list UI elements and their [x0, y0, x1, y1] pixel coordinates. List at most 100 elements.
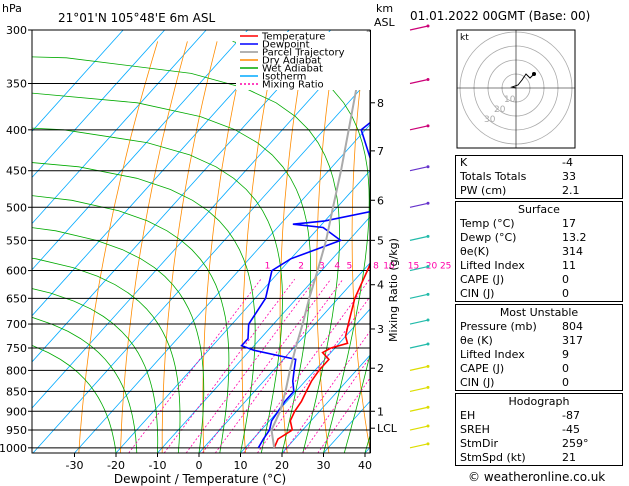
isotherm-line: [198, 262, 370, 453]
mixing-ratio-label: 25: [440, 262, 451, 272]
wind-barb-dot: [426, 405, 430, 409]
indices-row: K -4: [456, 156, 622, 170]
wet-adiabat-line: [232, 41, 370, 453]
wet-adiabat-line: [0, 221, 180, 453]
indices-value: -4: [562, 156, 573, 169]
y-tick-label: 450: [6, 165, 27, 178]
hodograph-stat-row: SREH -45: [456, 423, 622, 437]
surface-value: 13.2: [562, 231, 587, 244]
wind-barb-dot: [426, 385, 430, 389]
hodograph-stat-value: 259°: [562, 437, 589, 450]
km-tick-label: 4: [377, 279, 384, 292]
indices-row: Totals Totals 33: [456, 170, 622, 184]
indices-key: Totals Totals: [460, 170, 527, 183]
km-tick-label: 7: [377, 145, 384, 158]
wet-adiabat-line: [0, 130, 255, 453]
hodograph-kt-label: kt: [460, 33, 469, 43]
isotherm-line: [32, 30, 207, 225]
y-tick-label: 500: [6, 201, 27, 214]
mixing-ratio-line: [302, 356, 370, 453]
most-unstable-value: 0: [562, 362, 569, 375]
y-tick-label: 800: [6, 364, 27, 377]
km-label: km: [376, 2, 393, 15]
most-unstable-title: Most Unstable: [499, 306, 579, 319]
isotherm-line: [32, 30, 331, 363]
mixing-ratio-label: 10: [383, 262, 395, 272]
surface-key: CAPE (J): [460, 273, 505, 286]
x-axis-label: Dewpoint / Temperature (°C): [114, 472, 286, 486]
wind-barb: [409, 166, 429, 172]
legend-label: Temperature: [261, 32, 325, 43]
isotherm-line: [32, 31, 370, 409]
surface-key: θe(K): [460, 245, 490, 258]
most-unstable-row: θe (K) 317: [456, 334, 622, 348]
surface-key: CIN (J): [460, 287, 495, 300]
most-unstable-key: Lifted Index: [460, 348, 525, 361]
y-tick-label: 350: [6, 77, 27, 90]
mixing-ratio-label: 8: [373, 262, 379, 272]
wet-adiabat-line: [0, 58, 320, 453]
wind-barb-dot: [426, 165, 430, 169]
indices-box: K -4 Totals Totals 33 PW (cm) 2.1: [455, 155, 623, 199]
isotherm-line: [240, 308, 370, 453]
x-tick-label: -10: [149, 459, 167, 472]
surface-row: CAPE (J) 0: [456, 273, 622, 287]
surface-value: 11: [562, 259, 576, 272]
mixing-ratio-label: 15: [408, 262, 419, 272]
legend-label: Dewpoint: [262, 40, 310, 51]
surface-key: Dewp (°C): [460, 231, 517, 244]
wind-barb: [409, 202, 429, 208]
x-tick-label: 0: [196, 459, 203, 472]
wind-barb-dot: [426, 201, 430, 205]
hodograph-stat-key: StmDir: [460, 437, 499, 450]
wind-barb: [409, 78, 429, 85]
hodograph-ring-label: 10: [504, 95, 516, 105]
y-tick-label: 750: [6, 342, 27, 355]
plot-frame: [31, 29, 371, 454]
hodograph-stat-value: 21: [562, 451, 576, 464]
mixing-ratio-line: [128, 278, 262, 453]
isotherm-line: [115, 170, 370, 453]
wind-barb-dot: [426, 265, 430, 269]
hodograph-stat-value: -87: [562, 409, 580, 422]
wind-barb-dot: [426, 292, 430, 296]
wind-barb-dot: [426, 234, 430, 238]
wind-barb: [409, 25, 429, 31]
datetime-title: 01.01.2022 00GMT (Base: 00): [410, 9, 590, 23]
surface-box: Surface Temp (°C) 17 Dewp (°C) 13.2 θe(K) 314 L…: [455, 201, 623, 302]
x-tick-label: 40: [358, 459, 372, 472]
y-tick-label: 650: [6, 292, 27, 305]
surface-title: Surface: [518, 203, 560, 216]
x-tick-label: 30: [317, 459, 331, 472]
mixing-ratio-line: [317, 377, 370, 453]
most-unstable-key: θe (K): [460, 334, 493, 347]
wet-adiabat-line: [343, 41, 370, 453]
asl-label: ASL: [374, 16, 396, 29]
km-tick-label: LCL: [377, 422, 398, 435]
most-unstable-row: Lifted Index 9: [456, 348, 622, 362]
hodograph-stat-key: EH: [460, 409, 476, 422]
mixing-ratio-line: [202, 278, 332, 453]
wind-barb-dot: [426, 442, 430, 446]
isotherm-line: [32, 30, 165, 179]
y-tick-label: 300: [6, 24, 27, 37]
wind-barb-dot: [426, 77, 430, 81]
surface-value: 314: [562, 245, 583, 258]
wind-barb-dot: [426, 318, 430, 322]
x-tick-label: 10: [234, 459, 248, 472]
location-title: 21°01'N 105°48'E 6m ASL: [58, 11, 215, 25]
isotherm-line: [281, 354, 370, 453]
x-tick-label: -30: [66, 459, 84, 472]
y-tick-label: 850: [6, 385, 27, 398]
wet-adiabat-line: [32, 195, 230, 453]
most-unstable-key: CIN (J): [460, 376, 495, 389]
most-unstable-box: Most Unstable Pressure (mb) 804 θe (K) 317 Li…: [455, 304, 623, 391]
km-tick-label: 8: [377, 97, 384, 110]
wind-barb-dot: [426, 364, 430, 368]
wind-barb: [409, 343, 429, 349]
y-tick-label: 700: [6, 318, 27, 331]
most-unstable-value: 9: [562, 348, 569, 361]
hodograph-ring-label: 20: [494, 105, 506, 115]
wind-barb: [409, 365, 429, 371]
indices-value: 2.1: [562, 184, 580, 197]
